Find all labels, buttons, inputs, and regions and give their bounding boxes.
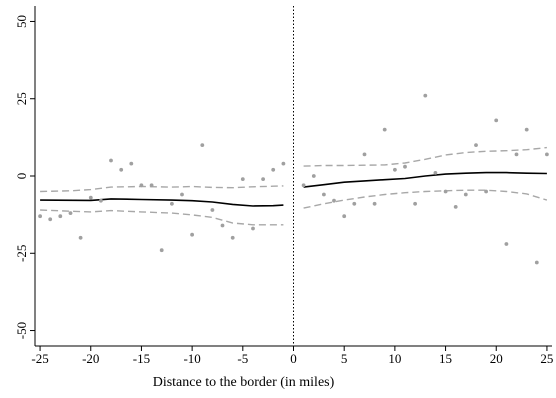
x-tick-label: -20 (82, 351, 99, 366)
data-point (453, 205, 458, 209)
fit-left-line (40, 198, 284, 207)
x-tick-label: 15 (439, 351, 452, 366)
x-tick-label: 25 (540, 351, 553, 366)
data-point (159, 248, 164, 253)
data-point (240, 177, 245, 182)
confidence-interval-layer (40, 146, 548, 226)
data-point (149, 183, 154, 188)
y-tick-label: 50 (14, 15, 29, 28)
data-point (534, 260, 539, 265)
y-tick-label: 25 (14, 92, 29, 105)
data-point (463, 192, 468, 197)
data-point (230, 235, 235, 240)
data-point (474, 143, 478, 148)
data-point (281, 161, 286, 166)
data-point (413, 201, 417, 206)
ci-upper-left-line (40, 185, 284, 193)
x-tick-label: 0 (290, 351, 297, 366)
data-point (311, 174, 316, 178)
x-tick-label: -15 (133, 351, 150, 366)
data-point (322, 192, 326, 197)
x-tick-label: -10 (183, 351, 200, 366)
data-point (484, 189, 488, 194)
data-point (372, 201, 377, 206)
x-axis-title: Distance to the border (in miles) (153, 375, 335, 390)
data-point (38, 214, 42, 219)
data-point (139, 183, 144, 188)
data-point (382, 127, 387, 132)
data-point (119, 167, 124, 172)
data-point (524, 127, 529, 132)
x-axis-ticks: -25 -20 -15 -10 -5 0 5 10 15 20 25 (31, 346, 553, 366)
data-point (443, 189, 448, 194)
y-tick-label: -50 (14, 322, 29, 339)
data-point (68, 211, 73, 216)
data-point (393, 167, 397, 172)
data-point (352, 201, 357, 206)
data-point (403, 164, 407, 169)
data-point (78, 235, 83, 240)
data-point (99, 198, 103, 203)
data-point (423, 93, 428, 98)
y-axis-ticks: -50 -25 0 25 50 (14, 15, 35, 339)
data-point (545, 152, 549, 157)
data-point (190, 232, 195, 237)
ci-lower-right-line (303, 189, 548, 209)
data-point (180, 192, 184, 197)
x-tick-label: -5 (237, 351, 248, 366)
data-point (109, 158, 113, 163)
scatter-points-layer (38, 93, 549, 265)
data-point (58, 214, 63, 219)
data-point (362, 152, 367, 157)
x-tick-label: 5 (341, 351, 348, 366)
data-point (48, 217, 53, 222)
data-point (504, 242, 509, 246)
data-point (251, 226, 255, 231)
ci-upper-right-line (303, 146, 547, 167)
data-point (170, 201, 174, 206)
y-tick-label: -25 (14, 245, 29, 262)
data-point (88, 195, 93, 200)
data-point (261, 177, 265, 182)
data-point (129, 161, 134, 166)
ci-lower-left-line (40, 209, 284, 226)
data-point (271, 167, 276, 172)
data-point (332, 198, 336, 203)
data-point (301, 183, 306, 188)
data-point (433, 171, 438, 175)
data-point (494, 118, 499, 123)
y-tick-label: 0 (14, 173, 29, 180)
data-point (210, 208, 215, 212)
x-tick-label: 10 (388, 351, 401, 366)
fitted-line-layer (40, 171, 547, 207)
x-tick-label: -25 (31, 351, 48, 366)
data-point (220, 223, 225, 228)
x-tick-label: 20 (490, 351, 503, 366)
data-point (342, 214, 347, 219)
fit-right-line (303, 171, 547, 188)
data-point (514, 152, 519, 157)
data-point (200, 143, 205, 148)
